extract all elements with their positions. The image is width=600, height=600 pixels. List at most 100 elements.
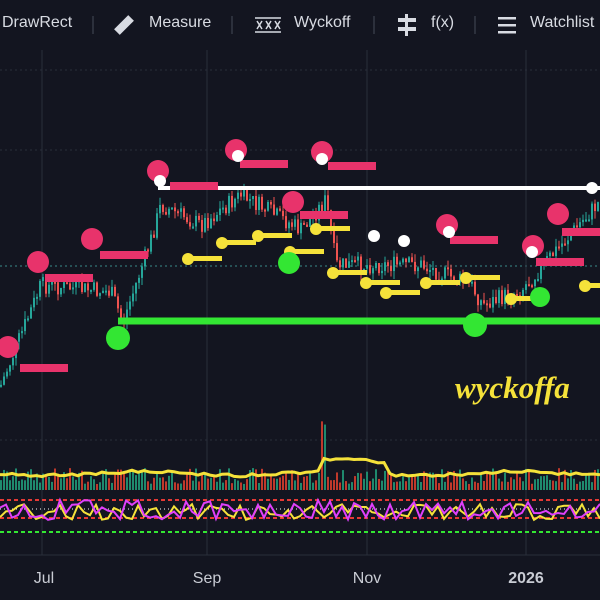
volume-bar [87, 481, 89, 490]
volume-bar [285, 472, 287, 490]
candle [516, 293, 518, 296]
volume-bar [588, 474, 590, 490]
volume-bar [6, 471, 8, 490]
candle [537, 278, 539, 281]
candle [459, 273, 461, 283]
volume-bar [33, 480, 35, 490]
toolbar-button[interactable]: Measure [149, 14, 212, 31]
yellow-dot [360, 277, 372, 289]
candle [213, 218, 215, 222]
candle [174, 207, 176, 212]
grid [0, 50, 600, 556]
yellow-step [258, 233, 292, 238]
candle [282, 210, 284, 217]
volume-bar [576, 483, 578, 490]
volume-bar [273, 478, 275, 490]
yellow-step [222, 240, 256, 245]
volume-bar [3, 469, 5, 490]
volume-bar [489, 472, 491, 490]
volume-bar [321, 421, 323, 490]
candle [414, 261, 416, 272]
volume-bar [243, 483, 245, 490]
candle [30, 307, 32, 319]
candle [597, 202, 599, 212]
volume-bar [288, 479, 290, 490]
volume-bar [354, 476, 356, 490]
candle [87, 283, 89, 291]
candle [48, 284, 50, 294]
volume-bar [558, 468, 560, 490]
volume-bar [60, 478, 62, 490]
candle [309, 218, 311, 227]
time-label: Nov [353, 570, 381, 587]
volume-bar [507, 481, 509, 490]
volume-bar [423, 471, 425, 490]
volume-bar [432, 472, 434, 490]
volume-bar [150, 483, 152, 490]
candle [153, 234, 155, 238]
volume-bar [132, 470, 134, 490]
volume-bar [318, 472, 320, 490]
candle [201, 219, 203, 232]
volume-bar [372, 478, 374, 490]
candle [96, 282, 98, 296]
volume-bar [258, 482, 260, 490]
candle [381, 270, 383, 274]
volume-bar [510, 477, 512, 490]
toolbar-button[interactable]: Wyckoff [294, 14, 351, 31]
candle [54, 281, 56, 284]
toolbar-button[interactable]: DrawRect [2, 14, 73, 31]
volume-bar [378, 478, 380, 490]
measure-icon [114, 15, 134, 35]
volume-bar [459, 469, 461, 490]
volume-bar [471, 477, 473, 490]
toolbar-button[interactable]: Watchlist [530, 14, 595, 31]
volume-bar [486, 471, 488, 490]
yellow-step [333, 270, 367, 275]
candle [204, 217, 206, 232]
volume-bar [447, 471, 449, 490]
volume-bar [195, 468, 197, 490]
volume-bar [267, 478, 269, 490]
white-dot [154, 175, 166, 187]
signal-bar [170, 182, 218, 190]
candle [354, 260, 356, 263]
candle [126, 309, 128, 322]
candle [291, 222, 293, 227]
candle [267, 201, 269, 211]
volume-bar [78, 472, 80, 490]
volume-bar [498, 478, 500, 490]
candle [90, 289, 92, 292]
volume-bar [582, 481, 584, 490]
volume-bar [594, 469, 596, 490]
toolbar-button[interactable]: f(x) [431, 14, 455, 31]
volume-bar [12, 476, 14, 490]
candles [0, 183, 599, 388]
candle [303, 222, 305, 225]
signal-bar [562, 228, 600, 236]
volume-bar [162, 477, 164, 490]
candle [471, 281, 473, 284]
volume-bar [114, 474, 116, 490]
volume-bar [519, 477, 521, 490]
yellow-step [466, 275, 500, 280]
candle [360, 256, 362, 274]
volume-bar [186, 473, 188, 490]
candle [561, 243, 563, 247]
candle [423, 260, 425, 269]
volume-bar [420, 482, 422, 490]
volume-bar [279, 477, 281, 490]
candle [306, 224, 308, 227]
candle [330, 210, 332, 231]
volume-bar [300, 482, 302, 490]
volume-bar [570, 470, 572, 490]
volume-bar [381, 480, 383, 490]
volume-bar [96, 483, 98, 490]
signal-bar [300, 211, 348, 219]
time-label: Jul [34, 570, 54, 587]
volume-bar [282, 475, 284, 490]
volume-bar [249, 470, 251, 490]
candle [417, 267, 419, 272]
volume-bar [537, 478, 539, 490]
volume-bar [177, 483, 179, 490]
